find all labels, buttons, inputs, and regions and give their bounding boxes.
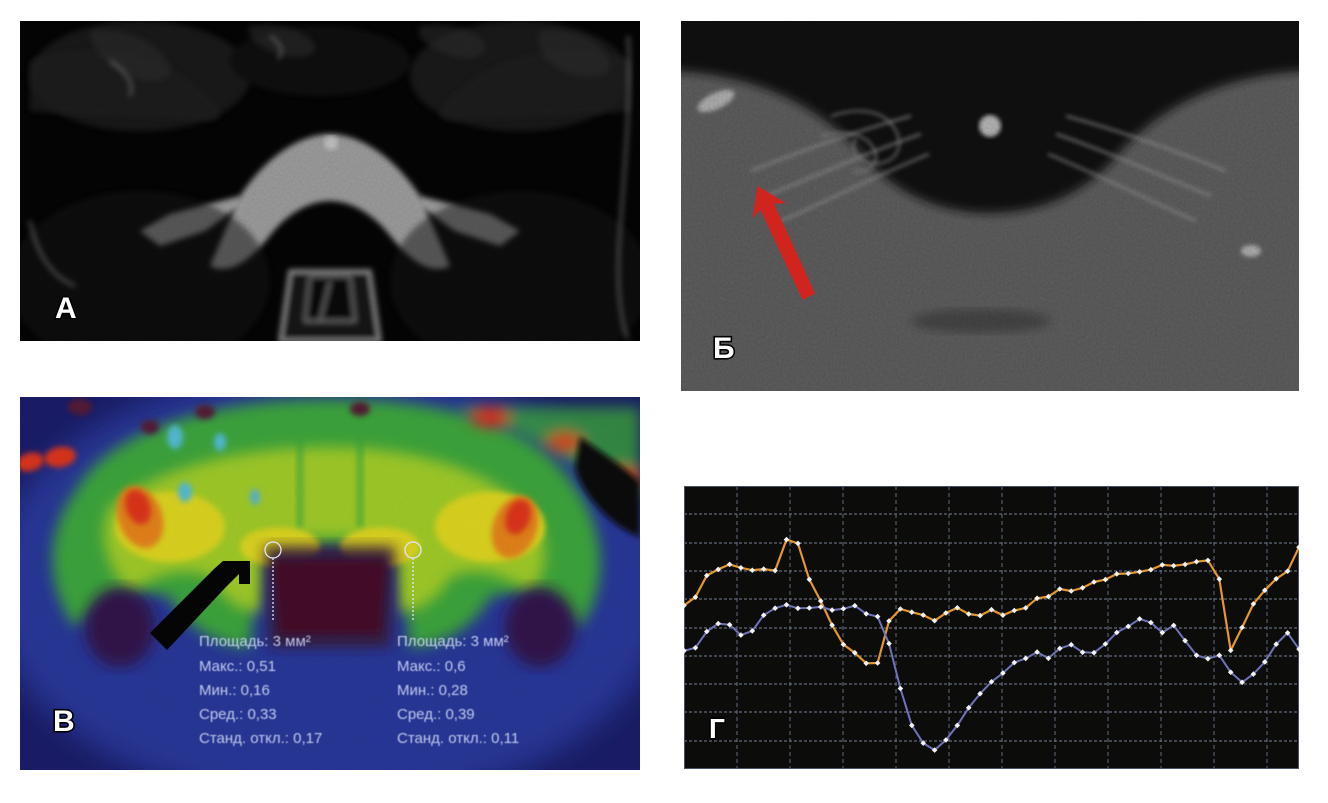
svg-text:Сред.: 0,33: Сред.: 0,33 [199,706,277,723]
svg-text:Станд. откл.: 0,11: Станд. откл.: 0,11 [397,730,519,747]
svg-text:Сред.: 0,39: Сред.: 0,39 [397,706,475,723]
svg-text:Площадь: 3 мм²: Площадь: 3 мм² [397,633,509,650]
svg-text:Макс.: 0,6: Макс.: 0,6 [397,658,466,675]
svg-text:Мин.: 0,28: Мин.: 0,28 [397,682,468,699]
svg-text:Станд. откл.: 0,17: Станд. откл.: 0,17 [199,730,322,747]
svg-text:Площадь: 3 мм²: Площадь: 3 мм² [199,633,311,650]
svg-text:Макс.: 0,51: Макс.: 0,51 [199,658,276,675]
svg-text:Мин.: 0,16: Мин.: 0,16 [199,682,270,699]
